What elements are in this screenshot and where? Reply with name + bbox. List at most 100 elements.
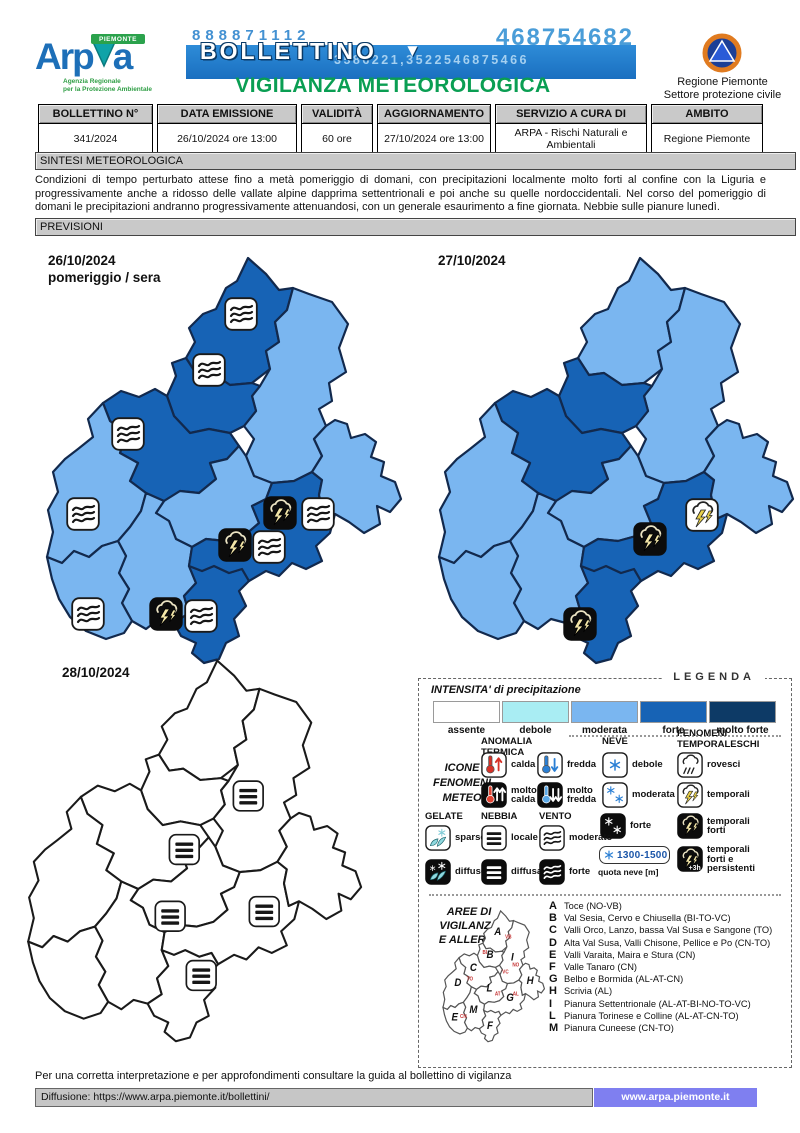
minimap-letter-F: F: [487, 1021, 494, 1033]
table-header: BOLLETTINO N°: [38, 104, 153, 124]
area-list-item-M: M Pianura Cuneese (CN-TO): [549, 1022, 787, 1034]
temporaleschi-label: temporali forti: [707, 815, 750, 836]
quota-neve-box: 1300-1500: [599, 846, 670, 864]
banner-numbers-top-left: 888871112: [192, 27, 311, 44]
gelate-label: sparse: [455, 832, 486, 844]
intensity-color-box: [433, 701, 500, 723]
temporaleschi-label: temporali forti e persistenti: [707, 844, 756, 874]
area-name: Scrivia (AL): [564, 986, 613, 997]
table-header: VALIDITÀ: [301, 104, 373, 124]
intensity-label: assente: [447, 725, 486, 736]
area-list-item-L: L Pianura Torinese e Colline (AL-AT-CN-TO…: [549, 1010, 787, 1022]
previsioni-section-header: PREVISIONI: [35, 218, 796, 236]
area-list-item-E: E Valli Varaita, Maira e Stura (CN): [549, 949, 787, 961]
icone-fenomeni-title: ICONE FENOMENI METEO: [432, 762, 492, 804]
gelate-sparse-icon: [425, 825, 451, 851]
area-list-item-G: G Belbo e Bormida (AL-AT-CN): [549, 973, 787, 985]
down-triangle-icon: ▼: [404, 41, 421, 60]
arpa-logo-word: Arp a: [35, 36, 133, 77]
arpa-logo: Arp a PIEMONTE Agenzia Regionale per la P…: [35, 34, 175, 98]
intensity-swatch-molto-forte: molto forte: [709, 701, 776, 736]
nebbia-diffusa-icon: [481, 859, 507, 885]
anomalia-label: fredda: [567, 759, 597, 771]
diffusione-bar[interactable]: Diffusione: https://www.arpa.piemonte.it…: [35, 1088, 593, 1107]
intensity-swatch-debole: debole: [502, 701, 569, 736]
vento-moderato-icon: [224, 297, 258, 331]
area-list-item-I: I Pianura Settentrionale (AL-AT-BI-NO-TO-…: [549, 998, 787, 1010]
area-list-item-A: A Toce (NO-VB): [549, 900, 787, 912]
banner-title: BOLLETTINO: [200, 38, 377, 64]
map3-region-E: [27, 925, 110, 1020]
map3-region-B: [139, 753, 230, 827]
area-code: B: [549, 912, 557, 925]
area-code: G: [549, 973, 558, 986]
vento-moderato-icon: [111, 417, 145, 451]
temporali-forti-icon: [263, 496, 297, 530]
temporali-forti-icon: [218, 528, 252, 562]
arpa-subtitle: Agenzia Regionale per la Protezione Ambi…: [63, 78, 152, 93]
vento-label: forte: [569, 866, 591, 878]
minimap-province-VC: VC: [502, 969, 509, 975]
minimap-letter-G: G: [506, 993, 514, 1005]
intensity-color-box: [640, 701, 707, 723]
map3-date-label: 28/10/2024: [62, 665, 130, 680]
map2-region-H: [702, 418, 795, 535]
legend-box: LEGENDA INTENSITA' di precipitazione ass…: [418, 671, 792, 1068]
table-value: ARPA - Rischi Naturali e Ambientali: [495, 123, 647, 155]
neve-label: forte: [630, 820, 652, 832]
quota-snowflake-icon: [604, 850, 614, 860]
minimap-letter-D: D: [454, 977, 462, 989]
gelate-label: diffuse: [455, 866, 487, 878]
intensity-label: molto forte: [716, 725, 769, 736]
intensity-scale: assente debole moderata forte molto forte: [433, 701, 776, 736]
table-value: 60 ore: [301, 123, 373, 155]
map2-region-E: [437, 539, 526, 641]
temporaleschi-label: rovesci: [707, 759, 741, 771]
table-value: 341/2024: [38, 123, 153, 155]
temporaleschi-title: FENOMENI TEMPORALESCHI: [677, 728, 760, 750]
temporali-forti-icon: [633, 522, 667, 556]
vento-label: moderato: [569, 832, 613, 844]
table-header: SERVIZIO A CURA DI: [495, 104, 647, 124]
temporali-icon: [677, 782, 703, 808]
minimap-letter-H: H: [527, 975, 535, 987]
minimap-province-TO: TO: [467, 976, 473, 982]
neve-label: debole: [632, 759, 663, 771]
intensity-label: debole: [519, 725, 552, 736]
website-link[interactable]: www.arpa.piemonte.it: [594, 1088, 757, 1107]
minimap-region-B: [477, 943, 504, 967]
vento-moderato-icon: [301, 497, 335, 531]
intensity-color-box: [571, 701, 638, 723]
map2-region-B: [557, 356, 654, 435]
area-name: Val Sesia, Cervo e Chiusella (BI-TO-VC): [564, 913, 731, 924]
vento-title: VENTO: [539, 811, 572, 822]
nebbia-locale-icon: [168, 833, 201, 866]
area-code: L: [549, 1009, 556, 1022]
legend-title: LEGENDA: [663, 671, 765, 683]
area-list-item-H: H Scrivia (AL): [549, 985, 787, 997]
nebbia-label: locale: [511, 832, 538, 844]
intensity-color-box: [502, 701, 569, 723]
area-list-item-C: C Valli Orco, Lanzo, bassa Val Susa e San…: [549, 924, 787, 936]
anomalia-label: molto fredda: [567, 784, 597, 805]
area-code: I: [549, 997, 553, 1010]
neve-debole-icon: [602, 752, 628, 778]
neve-title: NEVE: [602, 736, 628, 747]
area-code: E: [549, 948, 557, 961]
bollettino-banner: 888871112 468754682 3586221,352254687546…: [186, 24, 636, 89]
minimap-letter-B: B: [486, 950, 494, 962]
intensity-swatch-assente: assente: [433, 701, 500, 736]
banner-bar: [186, 45, 636, 79]
minimap-letter-C: C: [470, 963, 478, 975]
aree-vigilanza-list: A Toce (NO-VB) B Val Sesia, Cervo e Chiusel…: [549, 900, 787, 1034]
table-header: AMBITO: [651, 104, 763, 124]
nebbia-locale-icon: [185, 959, 217, 992]
area-name: Pianura Cuneese (CN-TO): [564, 1022, 674, 1033]
anomalia-termica-title: ANOMALIA TERMICA: [481, 736, 532, 758]
protezione-civile-logo: [700, 31, 744, 80]
vento-moderato-icon: [252, 530, 286, 564]
intensity-color-box: [709, 701, 776, 723]
neve-moderata-icon: [602, 782, 628, 808]
legend-divider: [429, 894, 781, 896]
protezione-civile-icon: [702, 33, 742, 73]
